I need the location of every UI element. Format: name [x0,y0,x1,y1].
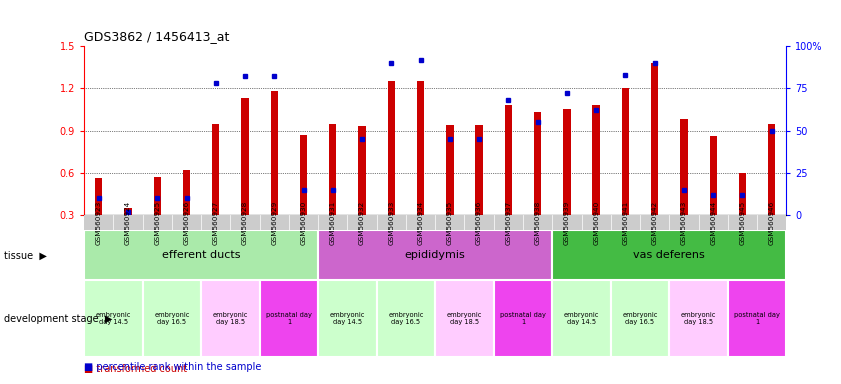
Bar [494,280,553,357]
Text: GSM560941: GSM560941 [622,200,628,245]
Bar [260,280,318,357]
Text: GSM560937: GSM560937 [505,200,511,245]
Text: GSM560940: GSM560940 [593,200,599,245]
Text: epididymis: epididymis [405,250,466,260]
Bar [201,280,260,357]
Text: embryonic
day 14.5: embryonic day 14.5 [563,312,599,325]
Bar [212,124,220,215]
Text: GSM560932: GSM560932 [359,200,365,245]
Text: embryonic
day 18.5: embryonic day 18.5 [681,312,717,325]
Bar [534,112,542,215]
Bar [680,119,688,215]
Text: GSM560939: GSM560939 [563,200,570,245]
Text: GSM560926: GSM560926 [183,200,189,245]
Text: GSM560934: GSM560934 [418,200,424,245]
Bar [84,230,318,280]
Text: ■ transformed count: ■ transformed count [84,364,188,374]
Text: GSM560946: GSM560946 [769,200,775,245]
Text: ■ percentile rank within the sample: ■ percentile rank within the sample [84,362,262,372]
Text: GSM560942: GSM560942 [652,200,658,245]
Text: GSM560929: GSM560929 [272,200,278,245]
Text: development stage  ▶: development stage ▶ [4,314,113,324]
Text: postnatal day
1: postnatal day 1 [266,312,312,325]
Bar [563,109,570,215]
Bar [593,105,600,215]
Text: embryonic
day 16.5: embryonic day 16.5 [154,312,189,325]
Text: GSM560945: GSM560945 [739,200,745,245]
Bar [182,170,190,215]
Text: embryonic
day 14.5: embryonic day 14.5 [96,312,131,325]
Text: GSM560933: GSM560933 [389,200,394,245]
Bar [84,280,143,357]
Bar [329,124,336,215]
Bar [651,63,659,215]
Bar [553,280,611,357]
Text: GDS3862 / 1456413_at: GDS3862 / 1456413_at [84,30,230,43]
Bar [300,135,307,215]
Text: GSM560936: GSM560936 [476,200,482,245]
Bar [611,280,669,357]
Bar [417,81,424,215]
Bar [143,280,201,357]
Text: GSM560925: GSM560925 [154,200,161,245]
Bar [710,136,717,215]
Text: GSM560944: GSM560944 [710,200,717,245]
Text: GSM560938: GSM560938 [535,200,541,245]
Text: postnatal day
1: postnatal day 1 [500,312,546,325]
Text: tissue  ▶: tissue ▶ [4,250,47,260]
Bar [553,230,786,280]
Text: embryonic
day 16.5: embryonic day 16.5 [622,312,658,325]
Bar [447,125,453,215]
Bar [377,280,436,357]
Text: GSM560943: GSM560943 [681,200,687,245]
Bar [727,280,786,357]
Bar [318,230,553,280]
Bar [318,280,377,357]
Bar [768,124,775,215]
Bar [358,126,366,215]
Text: GSM560931: GSM560931 [330,200,336,245]
Text: embryonic
day 18.5: embryonic day 18.5 [213,312,248,325]
Bar [124,208,132,215]
Text: GSM560927: GSM560927 [213,200,219,245]
Text: postnatal day
1: postnatal day 1 [734,312,780,325]
Bar [738,173,746,215]
Text: efferent ducts: efferent ducts [161,250,241,260]
Text: embryonic
day 18.5: embryonic day 18.5 [447,312,482,325]
Text: GSM560924: GSM560924 [125,200,131,245]
Text: GSM560935: GSM560935 [447,200,452,245]
Bar [475,125,483,215]
Bar [505,105,512,215]
Bar [621,88,629,215]
Text: vas deferens: vas deferens [633,250,705,260]
Text: GSM560928: GSM560928 [242,200,248,245]
Text: GSM560923: GSM560923 [96,200,102,245]
Text: GSM560930: GSM560930 [300,200,307,245]
Text: embryonic
day 14.5: embryonic day 14.5 [330,312,365,325]
Bar [388,81,395,215]
Bar [241,98,249,215]
Bar [669,280,727,357]
Bar [436,280,494,357]
Bar [95,179,103,215]
Bar [271,91,278,215]
Bar [154,177,161,215]
Text: embryonic
day 16.5: embryonic day 16.5 [389,312,424,325]
